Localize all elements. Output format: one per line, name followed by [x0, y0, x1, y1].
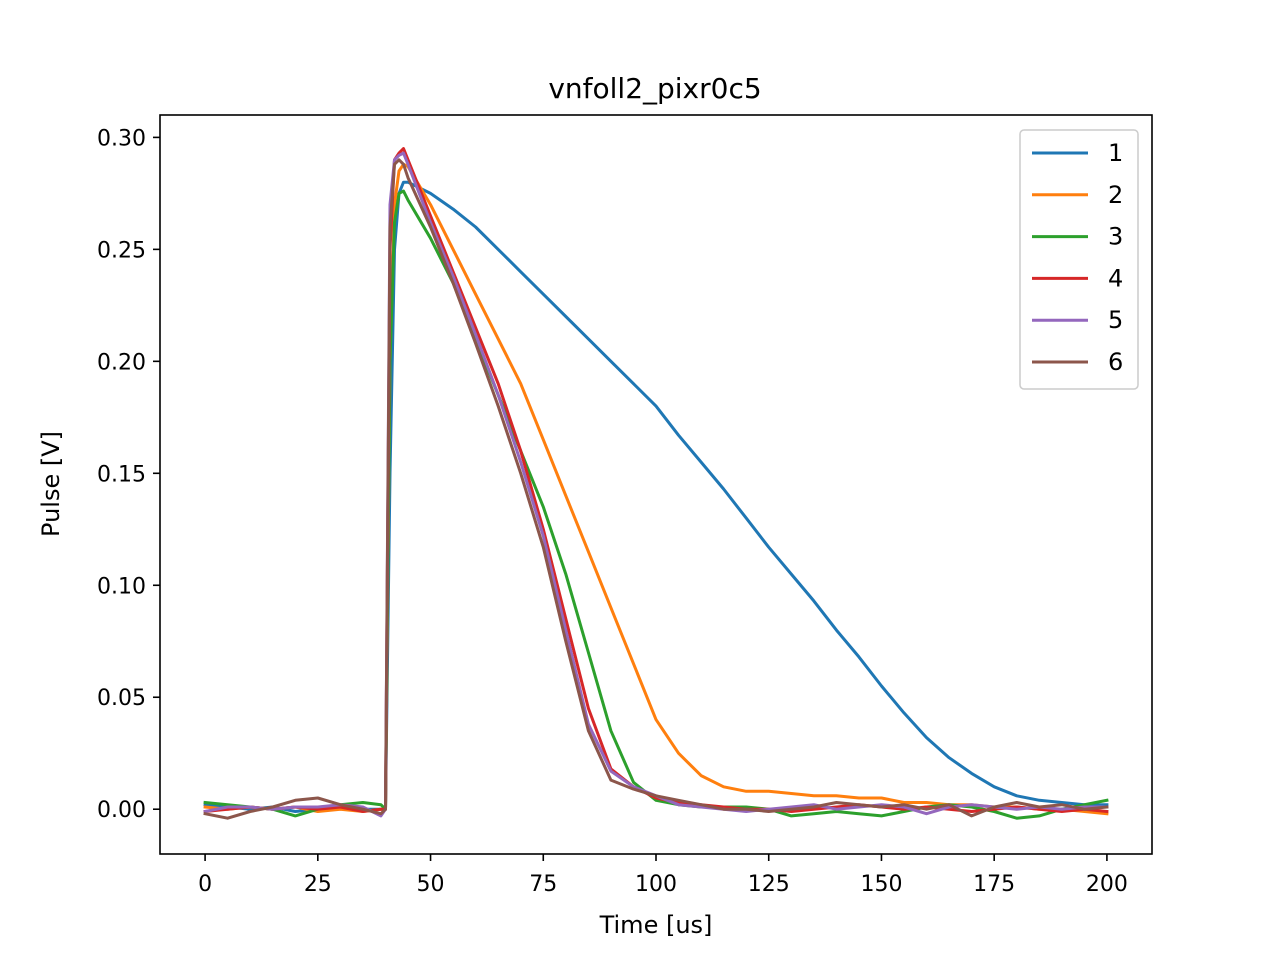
y-tick-label: 0.20: [97, 350, 146, 375]
series-line-2: [203, 162, 1109, 816]
series-line-6: [203, 158, 1109, 820]
chart-title: vnfoll2_pixr0c5: [548, 72, 761, 105]
y-axis-label: Pulse [V]: [37, 431, 65, 537]
x-tick-label: 150: [860, 872, 902, 897]
x-tick-label: 50: [417, 872, 445, 897]
x-tick-label: 25: [304, 872, 332, 897]
x-tick-label: 75: [529, 872, 557, 897]
series-layer: [203, 147, 1109, 820]
legend-label-4: 4: [1108, 264, 1123, 292]
x-tick-label: 200: [1086, 872, 1128, 897]
y-tick-label: 0.30: [97, 126, 146, 151]
x-tick-label: 0: [198, 872, 212, 897]
x-axis-ticks: 0 25 50 75 100 125 150 175 200: [198, 854, 1128, 897]
x-tick-label: 125: [748, 872, 790, 897]
legend-label-2: 2: [1108, 181, 1123, 209]
y-axis-ticks: 0.00 0.05 0.10 0.15 0.20 0.25 0.30: [97, 126, 160, 823]
x-tick-label: 100: [635, 872, 677, 897]
y-tick-label: 0.15: [97, 462, 146, 487]
legend-label-3: 3: [1108, 223, 1123, 251]
y-tick-label: 0.25: [97, 238, 146, 263]
x-tick-label: 175: [973, 872, 1015, 897]
legend-label-5: 5: [1108, 306, 1123, 334]
x-axis-label: Time [us]: [599, 911, 713, 939]
legend-label-6: 6: [1108, 348, 1123, 376]
legend-items: 1 2 3 4 5 6: [1032, 139, 1123, 376]
series-line-4: [203, 147, 1109, 814]
legend-label-1: 1: [1108, 139, 1123, 167]
y-tick-label: 0.05: [97, 686, 146, 711]
y-tick-label: 0.00: [97, 798, 146, 823]
series-line-3: [203, 189, 1109, 820]
plot-area: [159, 114, 1153, 855]
plot-frame: [159, 114, 1153, 855]
legend: 1 2 3 4 5 6: [1019, 129, 1139, 390]
y-tick-label: 0.10: [97, 574, 146, 599]
